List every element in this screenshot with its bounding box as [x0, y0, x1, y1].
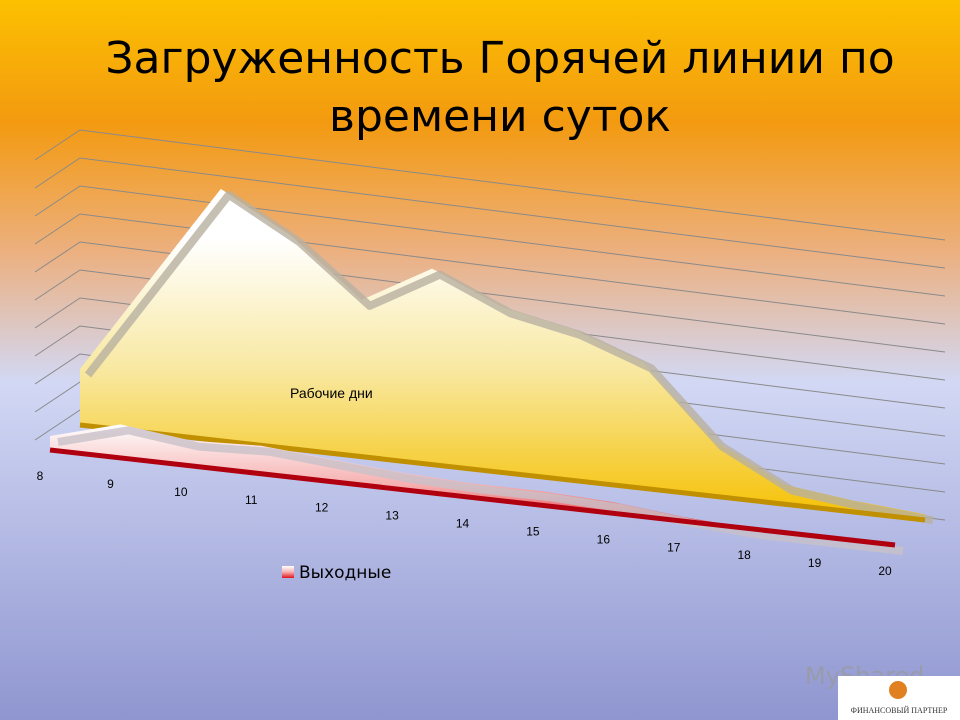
- grid-line: [34, 157, 946, 269]
- x-tick-label: 19: [808, 556, 822, 570]
- chart-title: Загруженность Горячей линии по времени с…: [105, 33, 895, 142]
- grid-line: [34, 213, 946, 325]
- x-tick-label: 13: [385, 509, 399, 523]
- series-label: Рабочие дни: [290, 385, 373, 401]
- x-tick-label: 20: [878, 564, 892, 578]
- area-ridge: [84, 190, 934, 525]
- x-tick-label: 12: [315, 501, 329, 515]
- area: [80, 188, 925, 521]
- x-tick-label: 10: [174, 485, 188, 499]
- legend-swatch: [282, 566, 294, 578]
- logo-icon: [889, 681, 907, 699]
- x-tick-label: 15: [526, 524, 540, 538]
- x-tick-label: 18: [737, 548, 751, 562]
- x-tick-label: 16: [597, 532, 611, 546]
- x-tick-label: 14: [456, 517, 470, 531]
- area-ridge: [57, 426, 904, 555]
- title-box: Загруженность Горячей линии по времени с…: [105, 33, 895, 142]
- x-tick-label: 9: [107, 477, 114, 491]
- area-edge: [49, 447, 896, 548]
- plot: 8 9 10 11 12 13 14 15 16 17 18 19 20: [34, 129, 946, 578]
- x-tick-label: 11: [245, 493, 258, 507]
- x-tick-label: 17: [667, 540, 681, 554]
- grid-line: [34, 185, 946, 297]
- grid-line: [34, 269, 946, 381]
- area-edge: [79, 422, 926, 523]
- legend-label: Выходные: [299, 563, 391, 583]
- logo-text: ФИНАНСОВЫЙ ПАРТНЕР: [851, 706, 948, 715]
- x-tick-label: 8: [37, 469, 44, 483]
- grid-line: [34, 241, 946, 353]
- grid-line: [34, 129, 946, 241]
